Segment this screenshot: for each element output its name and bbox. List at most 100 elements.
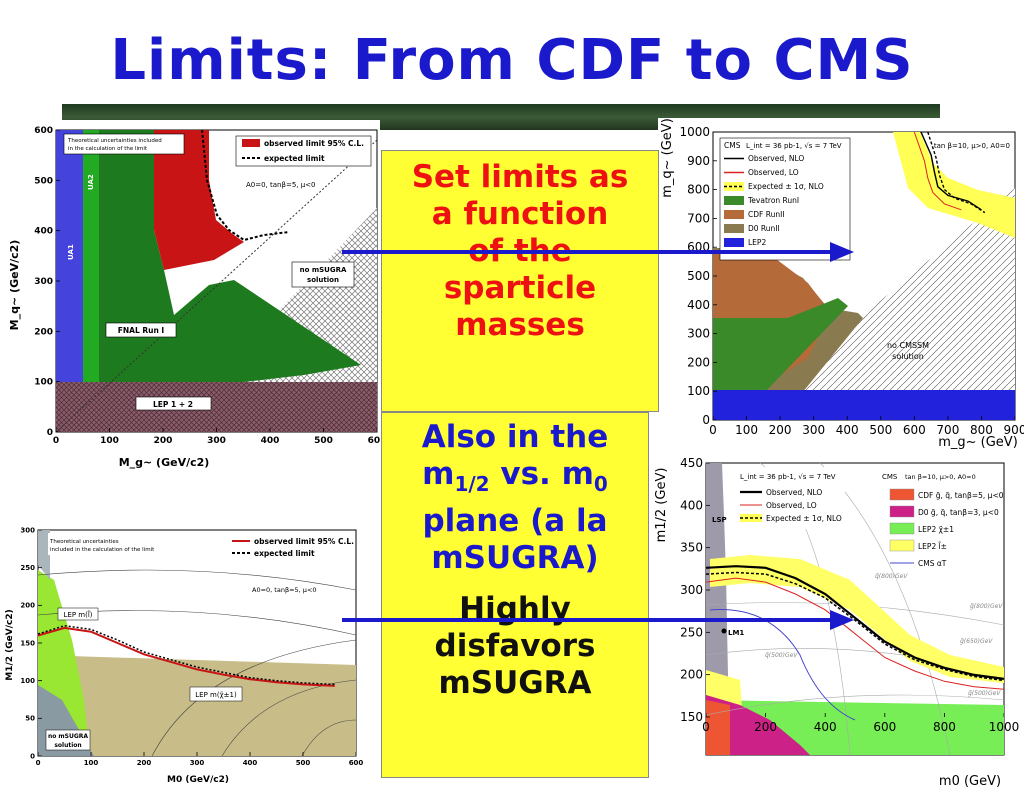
callout-box-1: Set limits as a function of the sparticl… (381, 150, 659, 412)
lep-slepton-label: LEP m(l̃) (64, 611, 93, 619)
legend-entry: CDF RunII (748, 210, 785, 219)
legend-expected: expected limit (254, 549, 315, 558)
theory-note-1: Theoretical uncertainties (49, 539, 119, 545)
expected-band (858, 132, 1015, 238)
series-line-1 (37, 624, 335, 686)
lsp-label: LSP (712, 516, 727, 524)
x-axis-label: M0 (GeV/c2) (167, 775, 229, 785)
theory-note-2: in the calculation of the limit (68, 146, 148, 152)
series-line-2 (927, 131, 986, 214)
x-tick-label: 500 (296, 759, 311, 767)
ua1-region (56, 130, 83, 432)
m-symbol: m (422, 456, 455, 492)
y-tick-label: 150 (680, 710, 703, 724)
x-axis-label: m_g~ (GeV) (938, 435, 1018, 450)
x-tick-label: 400 (814, 720, 837, 734)
contour-label-5: g̃(500)GeV (968, 690, 1001, 697)
contour-label-1: q̃(800)GeV (875, 573, 908, 580)
axis-ticks: 0 100 200 300 400 500 600 0 50 100 150 200 250 300 (20, 526, 363, 767)
x-tick-label: 500 (314, 436, 333, 446)
cms-legend-2: Observed, NLO Observed, LO Expected ± 1σ, … (740, 488, 842, 523)
series-line-1 (913, 131, 962, 211)
legend-entry: Observed, NLO (766, 488, 822, 497)
callout-1-line-2: a function (431, 196, 609, 232)
lep-chargino-region (38, 655, 356, 756)
x-tick-label: 800 (933, 720, 956, 734)
contour-label-3: g̃(650)GeV (960, 638, 993, 645)
callout-2-line-2: m1/2 vs. m0 (382, 456, 648, 503)
x-tick-label: 600 (873, 720, 896, 734)
x-tick-label: 300 (207, 436, 226, 446)
y-tick-label: 800 (687, 183, 710, 197)
callout-1-line-1: Set limits as (411, 159, 629, 195)
legend-entry: LEP2 l̃± (918, 542, 947, 551)
no-msugra-label-2: solution (54, 742, 81, 749)
lm1-point (721, 628, 727, 634)
lep2-region (713, 390, 1015, 420)
legend-entry: LEP2 (748, 238, 766, 247)
series-line-0 (920, 131, 982, 211)
x-tick-label: 600 (368, 436, 380, 446)
params-note: A0=0, tanβ=5, μ<0 (246, 181, 316, 189)
y-tick-label: 200 (687, 355, 710, 369)
y-tick-label: 100 (34, 378, 53, 388)
y-tick-label: 250 (680, 625, 703, 639)
callout-2-line-4: mSUGRA) (431, 540, 599, 577)
x-tick-label: 400 (243, 759, 258, 767)
x-tick-label: 400 (261, 436, 280, 446)
legend-swatch (889, 488, 915, 501)
x-tick-label: 400 (836, 423, 859, 437)
y-axis-label: m1/2 (GeV) (654, 468, 669, 543)
cms-legend-right: CDF g̃, q̃, tanβ=5, μ<0 D0 g̃, q̃, tanβ=3… (889, 488, 1004, 568)
legend-swatch (724, 224, 744, 233)
callout-box-2: Also in the m1/2 vs. m0 plane (a la mSUG… (381, 412, 649, 778)
y-tick-label: 0 (702, 413, 710, 427)
cms-m0-series-lines (705, 565, 1005, 690)
fnal-run1-region (99, 130, 361, 382)
fnal-label: FNAL Run I (118, 326, 165, 335)
theory-note-1: Theoretical uncertainties included (67, 138, 162, 144)
y-tick-label: 0 (47, 428, 53, 438)
y-tick-label: 250 (20, 564, 35, 572)
cdf-m0-series-lines (37, 624, 335, 687)
y-tick-label: 100 (687, 384, 710, 398)
series-line-0 (37, 626, 335, 687)
x-tick-label: 200 (154, 436, 173, 446)
legend-entry: Observed, LO (766, 501, 817, 510)
axis-ticks: 0 100 200 300 400 500 600 700 800 900 0 100 200 300 40… (679, 125, 1024, 437)
y-tick-label: 300 (34, 277, 53, 287)
y-tick-label: 150 (20, 639, 35, 647)
lep-label: LEP 1 + 2 (153, 400, 193, 409)
x-tick-label: 0 (702, 720, 710, 734)
callout-2-line-3: plane (a la (422, 503, 608, 540)
legend-entry: Expected ± 1σ, NLO (748, 182, 824, 191)
no-cmssm-label-2: solution (892, 352, 924, 361)
x-tick-label: 600 (903, 423, 926, 437)
cms-series-lines (913, 131, 986, 214)
callout-2-line-1: Also in the (421, 419, 609, 455)
legend-observed: observed limit 95% C.L. (254, 537, 354, 546)
contour-label-4: q̃(500)GeV (765, 652, 798, 659)
params-label: tan β=10, μ>0, A0=0 (905, 473, 976, 481)
y-tick-label: 350 (680, 541, 703, 555)
series-line-2 (705, 571, 1005, 682)
x-tick-label: 300 (190, 759, 205, 767)
x-tick-label: 800 (970, 423, 993, 437)
legend-entry: CMS αT (918, 559, 947, 568)
x-tick-label: 200 (137, 759, 152, 767)
cms-legend: Observed, NLO Observed, LO Expected ± 1σ, … (724, 154, 824, 247)
y-tick-label: 300 (680, 583, 703, 597)
y-tick-label: 200 (34, 327, 53, 337)
x-tick-label: 600 (349, 759, 364, 767)
y-axis-label: m_q~ (GeV) (660, 118, 675, 198)
lumi-label: L_int = 36 pb-1, √s = 7 TeV (746, 142, 842, 150)
sub-zero: 0 (593, 472, 608, 497)
lumi-label: L_int = 36 pb-1, √s = 7 TeV (740, 473, 836, 481)
series-line-0 (705, 565, 1005, 680)
y-tick-label: 300 (687, 327, 710, 341)
x-tick-label: 700 (936, 423, 959, 437)
ua1-label: UA1 (67, 244, 75, 260)
y-tick-label: 100 (20, 677, 35, 685)
arrow-bottom (342, 610, 854, 630)
no-msugra-label-2: solution (307, 276, 339, 284)
